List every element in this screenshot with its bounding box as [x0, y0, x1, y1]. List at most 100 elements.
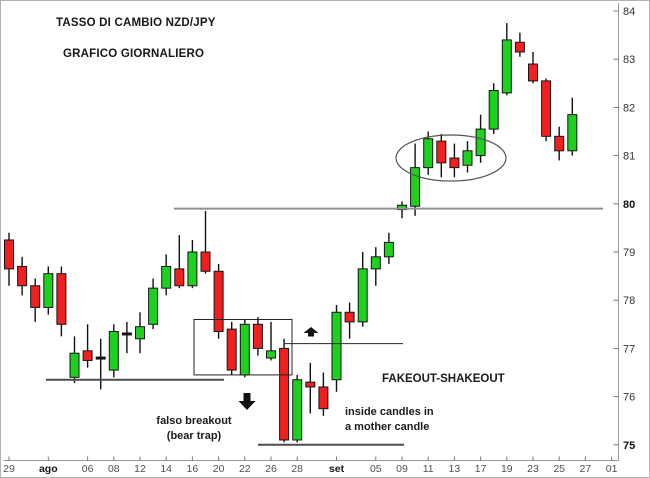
bullish-candle	[148, 278, 159, 330]
candle-body	[488, 90, 499, 130]
candle-body	[148, 287, 159, 325]
annotation-falso-breakout-line2: (bear trap)	[166, 430, 222, 442]
x-axis-tick-label: 25	[553, 463, 565, 475]
bullish-candle	[397, 201, 407, 219]
candle-body	[200, 251, 211, 272]
y-axis-tick-label: 84	[623, 6, 635, 18]
bearish-candle	[541, 78, 552, 142]
bearish-candle	[30, 278, 41, 322]
bearish-candle	[56, 266, 67, 337]
bullish-candle	[187, 239, 198, 289]
candle-body	[514, 41, 525, 53]
candle-body	[30, 285, 41, 308]
candle-body	[161, 265, 172, 289]
bearish-candle	[82, 324, 93, 368]
x-axis-tick-label: 22	[239, 463, 251, 475]
x-axis-tick-label: 01	[606, 463, 618, 475]
bearish-candle	[174, 235, 185, 289]
bullish-candle	[69, 336, 80, 384]
x-axis-tick-label: 20	[213, 463, 225, 475]
candle-body	[318, 386, 329, 410]
bullish-candle	[370, 247, 381, 286]
bullish-candle	[161, 254, 172, 296]
candle-body	[292, 379, 303, 441]
candle-body	[567, 114, 578, 152]
chart-title: TASSO DI CAMBIO NZD/JPY	[56, 17, 216, 29]
candle-body	[4, 239, 14, 270]
bearish-candle	[305, 362, 316, 414]
candle-body	[357, 268, 368, 323]
bullish-candle	[331, 305, 342, 392]
bearish-candle	[200, 211, 211, 274]
candle-body	[344, 311, 355, 323]
bearish-candle	[213, 264, 224, 339]
candle-body	[69, 352, 80, 378]
candle-body	[43, 273, 54, 308]
bearish-candle	[436, 133, 447, 178]
doji-candle	[121, 321, 132, 354]
x-axis-tick-label: 27	[580, 463, 592, 475]
bearish-candle	[554, 126, 565, 161]
candle-body	[266, 350, 276, 359]
candle-body	[501, 39, 512, 94]
x-axis-tick-label: ago	[39, 463, 58, 475]
bullish-candle	[410, 143, 421, 216]
x-axis-tick-label: 23	[527, 463, 539, 475]
doji-candle	[95, 338, 106, 390]
x-axis-tick-label: 29	[3, 463, 15, 475]
candle-body	[436, 140, 447, 164]
bearish-candle	[279, 338, 290, 443]
candle-body	[370, 256, 381, 270]
x-axis-tick-label: 28	[291, 463, 303, 475]
x-axis-tick-label: set	[329, 463, 345, 475]
candle-body	[56, 273, 67, 325]
bullish-candle	[43, 266, 54, 315]
candle-body	[423, 138, 434, 169]
bearish-candle	[318, 372, 329, 416]
bear-trap-down-arrow	[238, 393, 256, 410]
annotation-inside-candles-line2: a mother candle	[345, 421, 430, 433]
bearish-candle	[514, 32, 525, 57]
candle-body	[135, 326, 145, 340]
candle-body	[108, 331, 119, 371]
bullish-candle	[423, 131, 434, 175]
candle-body	[252, 323, 263, 349]
x-axis-tick-label: 08	[108, 463, 120, 475]
x-axis-tick-label: 14	[160, 463, 172, 475]
chart-subtitle: GRAFICO GIORNALIERO	[63, 48, 205, 60]
x-axis-tick-label: 09	[396, 463, 408, 475]
annotation-falso-breakout: falso breakout (bear trap)	[129, 414, 259, 444]
x-axis-tick-label: 17	[475, 463, 487, 475]
y-axis-tick-label: 79	[623, 247, 635, 259]
bullish-candle	[567, 97, 578, 156]
candle-body	[449, 157, 460, 169]
bearish-candle	[449, 143, 460, 178]
annotation-inside-candles-line1: inside candles in	[345, 406, 434, 418]
x-axis-tick-label: 13	[449, 463, 461, 475]
annotation-fakeout-shakeout: FAKEOUT-SHAKEOUT	[382, 373, 505, 385]
candle-body	[279, 347, 290, 441]
candle-body	[475, 128, 486, 157]
y-axis-tick-label: 83	[623, 54, 635, 66]
bullish-candle	[357, 252, 368, 327]
candle-body	[213, 270, 224, 333]
bullish-candle	[488, 83, 499, 134]
bullish-candle	[383, 232, 394, 265]
candle-body	[239, 323, 250, 376]
candle-body	[187, 251, 198, 287]
candle-body	[305, 381, 316, 388]
y-axis-tick-label: 77	[623, 343, 635, 355]
bullish-candle	[266, 321, 276, 361]
bullish-candle	[292, 374, 303, 443]
candle-body	[121, 332, 132, 336]
candle-body	[174, 268, 185, 287]
bearish-candle	[528, 51, 538, 84]
bullish-candle	[135, 312, 145, 354]
x-axis-tick-label: 26	[265, 463, 277, 475]
bullish-candle	[108, 324, 119, 378]
bearish-candle	[4, 232, 14, 286]
inside-candles-ellipse	[395, 134, 507, 182]
y-axis-tick-label: 80	[623, 199, 635, 211]
